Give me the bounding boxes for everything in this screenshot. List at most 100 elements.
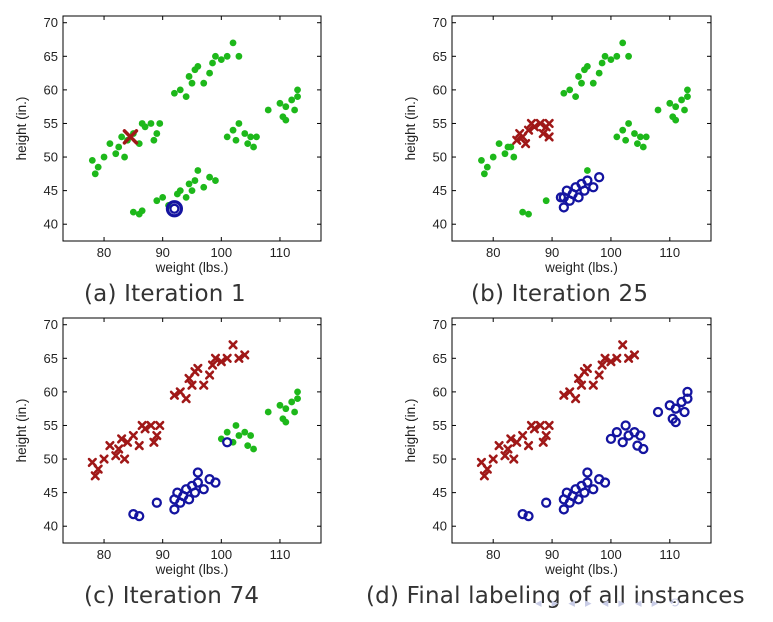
blue-ring-point [617,437,628,448]
green-dot-point [194,62,202,70]
x-tick-label: 110 [659,245,680,260]
green-dot-point [654,106,662,114]
green-dot-point [288,398,296,406]
red-x-point [181,393,191,404]
x-tick-label: 100 [210,547,232,562]
red-x-point [199,380,209,390]
green-dot-point [129,208,137,216]
y-tick-label: 70 [44,317,58,332]
blue-ring-point [128,508,139,520]
y-tick-label: 55 [433,418,447,433]
y-tick-label: 60 [44,384,58,399]
seed-red-x-marker [122,129,139,145]
beamer-navigation: ◂ ▸ ◂ ▸ ◂ ▸ ◂ ▸ ⟲ [535,596,765,616]
green-dot-point [625,52,632,60]
green-dot-point [607,56,615,64]
red-x-point [488,454,498,464]
blue-ring-point [588,182,599,193]
red-x-point [90,471,100,481]
red-x-point [204,370,215,380]
green-dot-point [206,173,213,181]
y-tick-label: 50 [433,452,447,467]
x-tick-label: 80 [486,245,500,260]
x-tick-label: 90 [155,245,169,260]
plot-frame [62,15,322,242]
blue-ring-point [594,172,605,183]
green-dot-point [634,140,641,148]
blue-ring-point [169,203,180,214]
red-x-point [509,454,519,464]
green-dot-point [182,93,190,100]
red-x-point [240,350,250,360]
nav-prev-icon[interactable]: ▸ [551,596,562,611]
y-tick-label: 50 [44,150,58,165]
green-dot-point [100,153,108,161]
green-dot-point [185,180,193,188]
blue-ring-point [670,403,681,414]
green-dot-point [200,183,208,191]
nav-last-icon[interactable]: ◂ ▸ [601,596,628,611]
green-dot-point [681,106,688,114]
green-dot-point [672,103,680,111]
blue-ring-point [582,175,593,186]
blue-ring-point [183,494,195,505]
y-axis-label: height (in.) [403,399,418,463]
nav-search-icon[interactable]: ◂ ▸ ⟲ [635,596,683,611]
green-dot-point [495,140,503,148]
x-tick-label: 80 [486,547,500,562]
x-tick-label: 100 [600,245,622,260]
red-x-point [193,363,203,373]
red-x-point [210,353,221,363]
red-x-point [187,380,197,390]
x-axis-label: weight (lbs.) [155,562,229,577]
nav-first-icon[interactable]: ◂ [535,596,545,611]
green-dot-point [232,136,240,144]
green-dot-point [153,197,161,205]
caption-iteration-25: (b) Iteration 25 [471,281,649,307]
red-x-point [117,434,127,444]
red-x-point [216,357,226,367]
blue-ring-point [582,467,593,478]
green-dot-point [150,136,158,144]
blue-ring-point [555,192,567,203]
red-x-point [618,340,628,350]
green-dot-point [684,86,691,94]
plot-frame [62,317,322,544]
y-tick-label: 50 [44,452,58,467]
red-x-point [146,420,156,431]
plot-frame [451,317,712,544]
red-x-point [523,125,534,135]
nav-next-icon[interactable]: ▸ [585,596,595,611]
green-dot-point [613,52,621,60]
green-dot-point [542,197,550,205]
y-tick-label: 65 [44,49,58,64]
y-tick-label: 40 [44,519,58,534]
blue-ring-point [605,433,617,445]
red-x-point [506,434,516,444]
red-x-point [523,441,534,451]
blue-ring-point [638,443,649,455]
x-tick-label: 80 [97,547,111,562]
green-dot-point [235,432,243,439]
green-dot-point [141,123,149,131]
green-dot-point [91,170,99,178]
y-tick-label: 70 [44,15,58,30]
blue-ring-point [682,393,693,404]
y-tick-label: 60 [44,82,58,97]
blue-ring-point [192,467,204,478]
green-dot-point [121,153,128,161]
green-dot-point [188,187,196,195]
green-dot-point [478,157,485,164]
green-dot-point [241,428,249,436]
green-dot-point [598,59,606,67]
green-dot-point [232,422,240,429]
panel-final-labeling: 80 90 100 110 40 45 50 55 60 65 70 weight (lbs.) hei… [390,308,729,583]
y-tick-label: 65 [433,351,447,366]
blue-ring-point [558,504,569,515]
red-x-point [529,122,540,132]
green-dot-point [510,153,518,161]
y-tick-label: 70 [433,317,447,332]
y-tick-label: 50 [433,150,447,165]
nav-section-icon[interactable]: ◂ [568,596,578,611]
red-x-point [500,451,510,461]
